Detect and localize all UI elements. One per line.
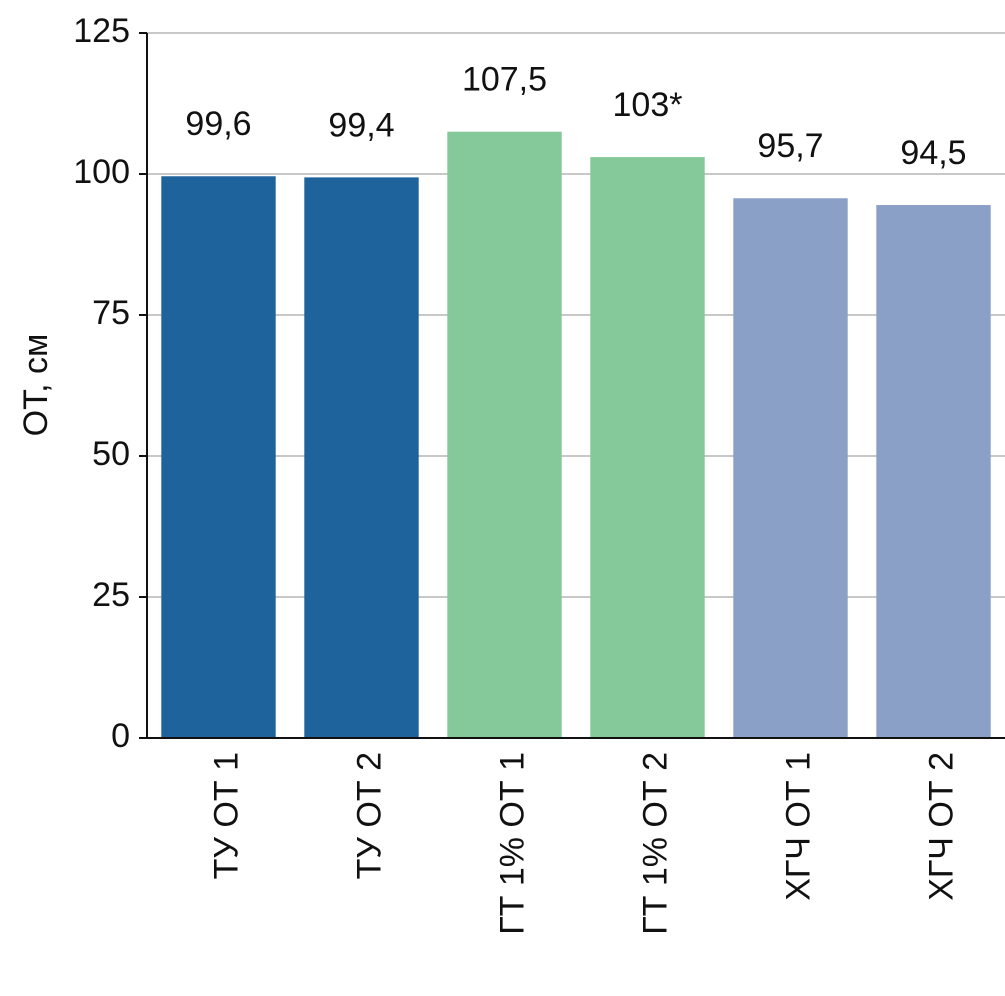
x-tick-label: ГТ 1% ОТ 2 <box>636 752 674 935</box>
y-tick-label: 100 <box>73 153 130 191</box>
bar <box>447 131 562 738</box>
x-tick-label: ТУ ОТ 2 <box>350 752 388 879</box>
value-label: 95,7 <box>757 127 823 165</box>
y-tick-label: 125 <box>73 12 130 50</box>
bar <box>161 176 276 739</box>
y-axis-label: ОТ, см <box>17 334 55 437</box>
value-label: 103* <box>613 86 683 124</box>
y-tick-label: 75 <box>92 294 130 332</box>
bar <box>733 198 848 738</box>
x-tick-label: ГТ 1% ОТ 1 <box>493 752 531 935</box>
x-tick-label: ХГЧ ОТ 1 <box>779 752 817 901</box>
bar <box>876 205 991 738</box>
y-tick-label: 50 <box>92 435 130 473</box>
y-tick-label: 25 <box>92 576 130 614</box>
value-label: 94,5 <box>900 134 966 172</box>
x-tick-label: ХГЧ ОТ 2 <box>922 752 960 901</box>
y-tick-label: 0 <box>111 717 130 755</box>
bar <box>590 157 705 738</box>
value-label: 99,6 <box>185 105 251 143</box>
x-tick-label: ТУ ОТ 1 <box>207 752 245 879</box>
bar <box>304 177 419 738</box>
value-label: 107,5 <box>462 61 547 99</box>
value-label: 99,4 <box>328 106 394 144</box>
